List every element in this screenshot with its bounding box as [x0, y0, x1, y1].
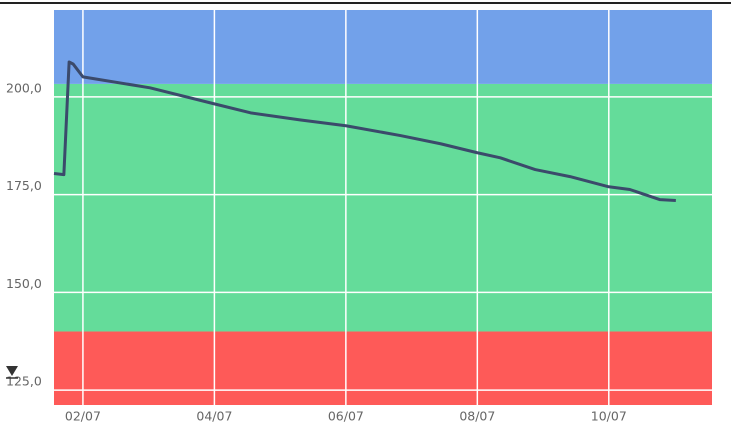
y-tick-label: 175,0 [6, 178, 42, 193]
x-tick-label: 08/07 [459, 409, 495, 424]
marker-icon [6, 366, 18, 376]
bands [54, 10, 712, 405]
band [54, 10, 712, 84]
y-tick-label: 125,0 [6, 374, 42, 389]
x-tick-label: 02/07 [65, 409, 101, 424]
y-tick-label: 200,0 [6, 80, 42, 95]
x-tick-label: 04/07 [196, 409, 232, 424]
band [54, 83, 712, 332]
x-tick-label: 06/07 [328, 409, 364, 424]
lines [53, 60, 676, 202]
y-tick-label: 150,0 [6, 276, 42, 291]
x-tick-label: 10/07 [591, 409, 627, 424]
labels: 125,0 150,0 175,0 200,0 02/07 04/07 06/07 08/07… [6, 80, 627, 423]
data-line [53, 60, 676, 202]
band [54, 331, 712, 405]
